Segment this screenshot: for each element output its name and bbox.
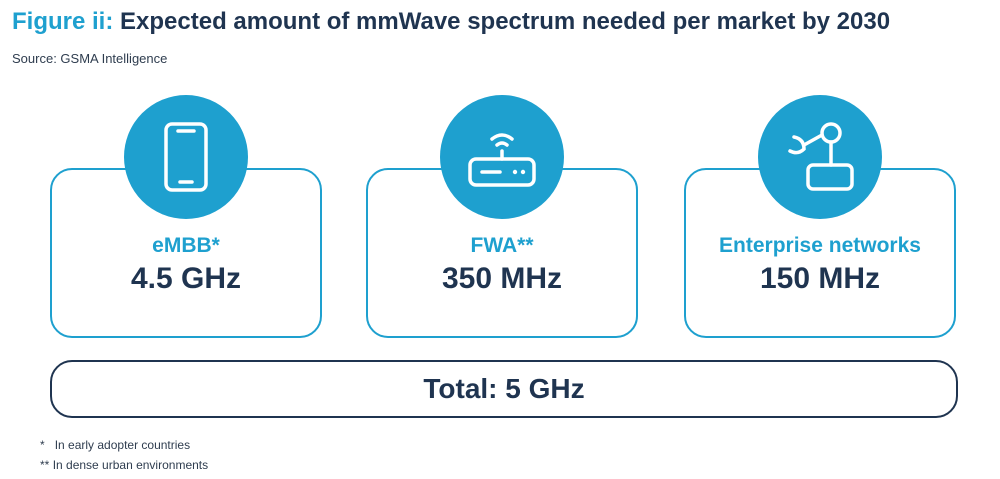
card-value: 4.5 GHz (130, 262, 242, 295)
wifi-router-icon (468, 133, 536, 187)
card-label: eMBB* (152, 234, 220, 257)
figure-title-text: Expected amount of mmWave spectrum neede… (120, 8, 891, 35)
fwa-icon-circle (440, 95, 564, 219)
figure-label: Figure ii: (12, 8, 114, 35)
enterprise-icon-circle (758, 95, 882, 219)
card-value: 150 MHz (759, 262, 881, 295)
robotic-arm-icon (788, 122, 854, 191)
smartphone-icon (164, 122, 208, 192)
footnote-text: In early adopter countries (54, 438, 191, 452)
source-note: Source: GSMA Intelligence (12, 51, 168, 66)
card-label: Enterprise networks (719, 234, 921, 257)
card-value: 350 MHz (441, 262, 563, 295)
footnote-marker: * (40, 438, 45, 452)
figure-title: Figure ii: Expected amount of mmWave spe… (12, 8, 890, 36)
card-label: FWA** (470, 234, 534, 257)
total-summary: Total: 5 GHz (50, 360, 958, 418)
footnote-2: ** In dense urban environments (40, 458, 208, 472)
footnote-marker: ** (40, 458, 50, 472)
embb-icon-circle (124, 95, 248, 219)
footnote-1: * In early adopter countries (40, 438, 190, 452)
footnote-text: In dense urban environments (52, 458, 209, 472)
